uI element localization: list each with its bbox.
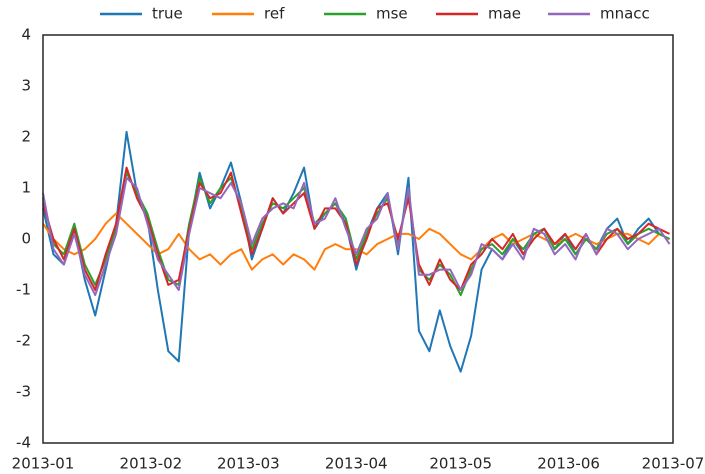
series-line xyxy=(42,171,670,297)
legend-label: mae xyxy=(488,5,521,23)
y-tick-label: 0 xyxy=(21,230,31,248)
y-tick-label: -4 xyxy=(16,434,31,452)
y-tick-label: -2 xyxy=(16,332,31,350)
plot-frame xyxy=(42,34,674,444)
y-tick-label: 2 xyxy=(21,128,31,146)
legend-label: true xyxy=(152,5,183,23)
y-tick-label: 1 xyxy=(21,179,31,197)
series-line xyxy=(42,166,670,291)
legend-label: ref xyxy=(264,5,285,23)
series-line xyxy=(42,176,671,297)
x-tick-label: 2013-02 xyxy=(120,455,183,473)
legend-label: mnacc xyxy=(600,5,650,23)
y-tick-label: 3 xyxy=(21,77,31,95)
x-tick-label: 2013-07 xyxy=(642,455,705,473)
x-tick-label: 2013-05 xyxy=(429,455,492,473)
x-tick-label: 2013-04 xyxy=(325,455,388,473)
y-tick-label: -3 xyxy=(16,383,31,401)
y-tick-label: -1 xyxy=(16,281,31,299)
legend-label: mse xyxy=(376,5,408,23)
x-tick-label: 2013-01 xyxy=(12,455,75,473)
x-tick-label: 2013-03 xyxy=(217,455,280,473)
x-tick-label: 2013-06 xyxy=(537,455,600,473)
y-tick-label: 4 xyxy=(21,26,31,44)
